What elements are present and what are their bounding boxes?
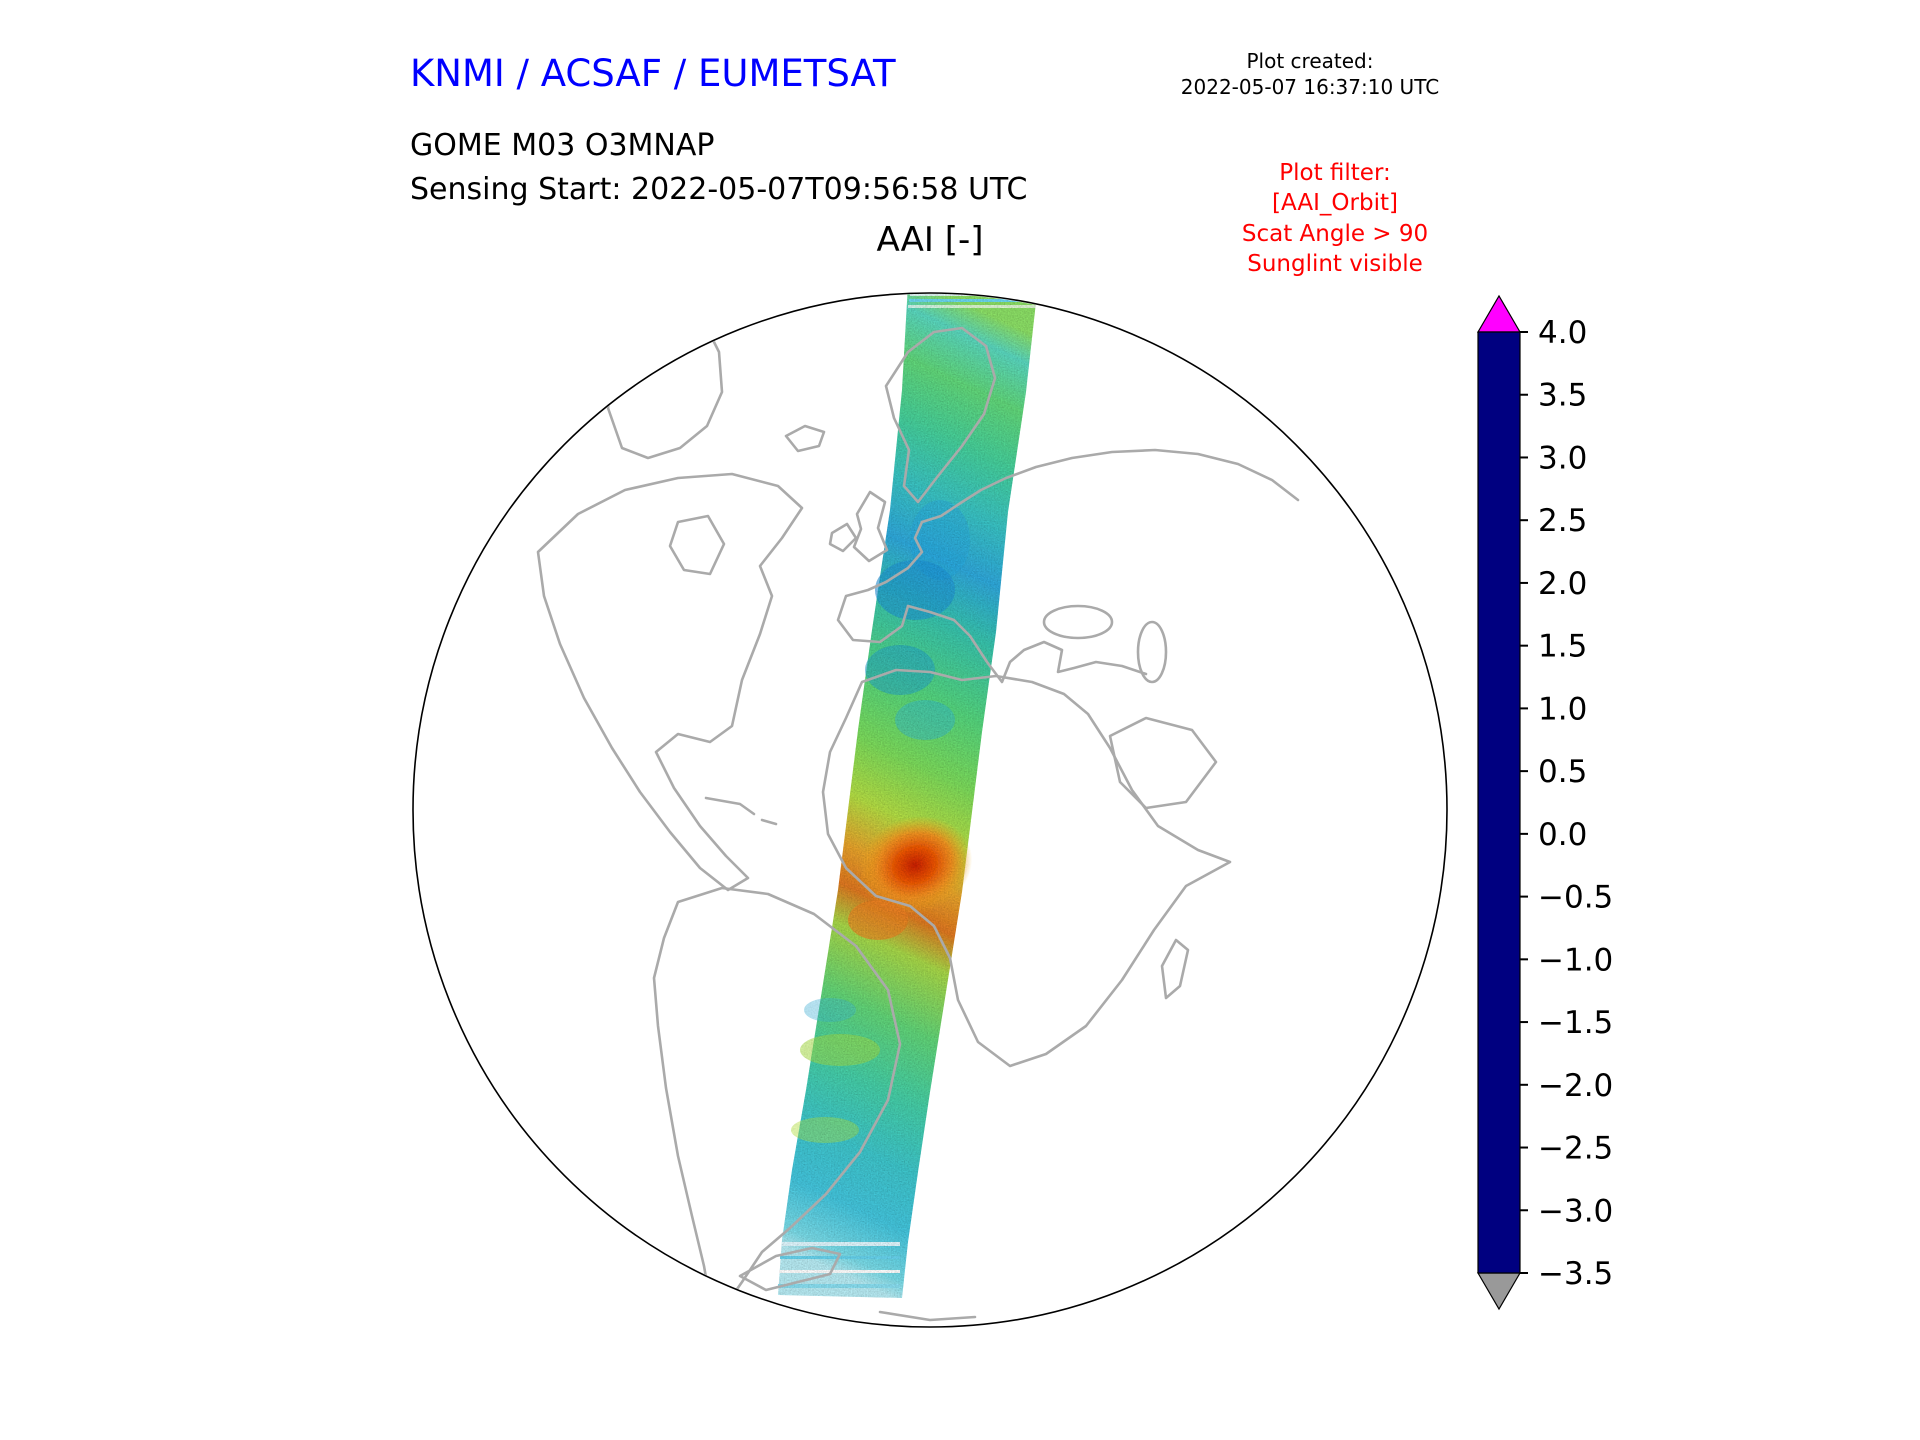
colorbar-tick-label: −0.5 (1538, 880, 1613, 916)
continent-antarctica-edge (738, 1246, 842, 1292)
colorbar-tick-label: −3.0 (1538, 1193, 1613, 1229)
sea-caspian (1136, 620, 1168, 684)
colorbar-tick-label: 3.0 (1538, 440, 1587, 476)
colorbar-tick-label: 2.5 (1538, 503, 1587, 539)
colorbar-tick-label: −2.5 (1538, 1131, 1613, 1167)
scene-streak (791, 1117, 859, 1143)
globe-map (412, 292, 1448, 1328)
colorbar-tick-label: 0.5 (1538, 754, 1587, 790)
colorbar: 4.0 3.5 3.0 2.5 2.0 1.5 1.0 0.5 0.0 −0.5 −1.0 −1.5 −… (1476, 294, 1613, 1311)
coast-europe-west (836, 520, 1148, 684)
plot-filter-line: Sunglint visible (1247, 251, 1423, 278)
colorbar-tick-label: −1.0 (1538, 942, 1613, 978)
colorbar-tick-label: −1.5 (1538, 1005, 1613, 1041)
colorbar-gradient (1477, 331, 1521, 1274)
region-arabia (1108, 716, 1218, 810)
island-madagascar (1160, 938, 1190, 1000)
colorbar-tick-label: −2.0 (1538, 1068, 1613, 1104)
island-iceland (784, 424, 826, 453)
product-name: GOME M03 O3MNAP (410, 128, 715, 163)
colorbar-over-arrow (1476, 294, 1522, 333)
colorbar-tick-label: −3.5 (1538, 1256, 1613, 1292)
continent-south-america (652, 886, 902, 1304)
colorbar-tick-label: 2.0 (1538, 566, 1587, 602)
plot-created-label: Plot created: (1246, 49, 1374, 73)
scan-noise-row (909, 299, 1036, 302)
sea-black (1042, 604, 1114, 640)
plot-filter-line: Scat Angle > 90 (1241, 220, 1429, 247)
continent-outlines (536, 308, 1300, 1322)
colorbar-tick-label: 3.5 (1538, 378, 1587, 414)
agency-title: KNMI / ACSAF / EUMETSAT (410, 52, 896, 95)
region-scandinavia (884, 326, 997, 504)
islands-caribbean (704, 796, 778, 826)
colorbar-tick-label: 1.0 (1538, 691, 1587, 727)
continent-antarctica-edge2 (878, 1310, 977, 1322)
colorbar-tick-label: 4.0 (1538, 315, 1587, 351)
continent-africa (821, 668, 1232, 1068)
continent-north-america (536, 472, 804, 892)
plot-created-time: 2022-05-07 16:37:10 UTC (1180, 75, 1440, 99)
colorbar-tick-label: 1.5 (1538, 629, 1587, 665)
plot-filter-line: Plot filter: (1279, 160, 1391, 186)
colorbar-tick-label: 0.0 (1538, 817, 1587, 853)
scan-noise-row (908, 305, 1036, 308)
colorbar-under-arrow (1476, 1272, 1522, 1311)
scene-streak (804, 998, 856, 1022)
globe-outline (412, 292, 1448, 1328)
scan-noise-row (782, 1242, 900, 1246)
dust-plume-secondary (848, 900, 908, 940)
scan-noise-row (779, 1270, 900, 1273)
sensing-start: Sensing Start: 2022-05-07T09:56:58 UTC (410, 172, 1028, 207)
island-ireland (828, 522, 858, 553)
cloud-patch (875, 560, 955, 620)
scene-streak (800, 1034, 880, 1066)
scan-noise-row (778, 1284, 900, 1288)
coast-eurasia-north (920, 448, 1300, 524)
satellite-swath (778, 294, 1038, 1298)
plot-filter-line: [AAI_Orbit] (1272, 190, 1398, 217)
cloud-patch (895, 700, 955, 740)
scan-noise-row (780, 1256, 900, 1259)
plot-created-block: Plot created: 2022-05-07 16:37:10 UTC (1130, 48, 1490, 100)
dust-plume-hotspot (857, 815, 973, 915)
plot-title: AAI [-] (876, 220, 984, 260)
bay-hudson (668, 514, 726, 576)
plot-filter-block: Plot filter: [AAI_Orbit] Scat Angle > 90… (1150, 158, 1520, 279)
island-britain (852, 490, 889, 563)
